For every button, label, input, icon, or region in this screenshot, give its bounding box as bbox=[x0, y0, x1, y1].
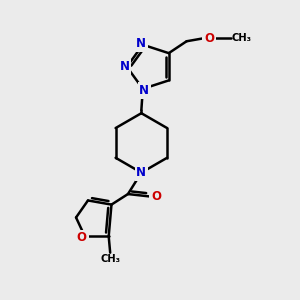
Text: CH₃: CH₃ bbox=[232, 33, 252, 43]
Text: O: O bbox=[77, 231, 87, 244]
Text: N: N bbox=[139, 84, 149, 97]
Text: O: O bbox=[151, 190, 161, 203]
Text: N: N bbox=[119, 60, 129, 73]
Text: N: N bbox=[136, 166, 146, 179]
Text: N: N bbox=[136, 37, 146, 50]
Text: O: O bbox=[204, 32, 214, 45]
Text: CH₃: CH₃ bbox=[100, 254, 120, 264]
